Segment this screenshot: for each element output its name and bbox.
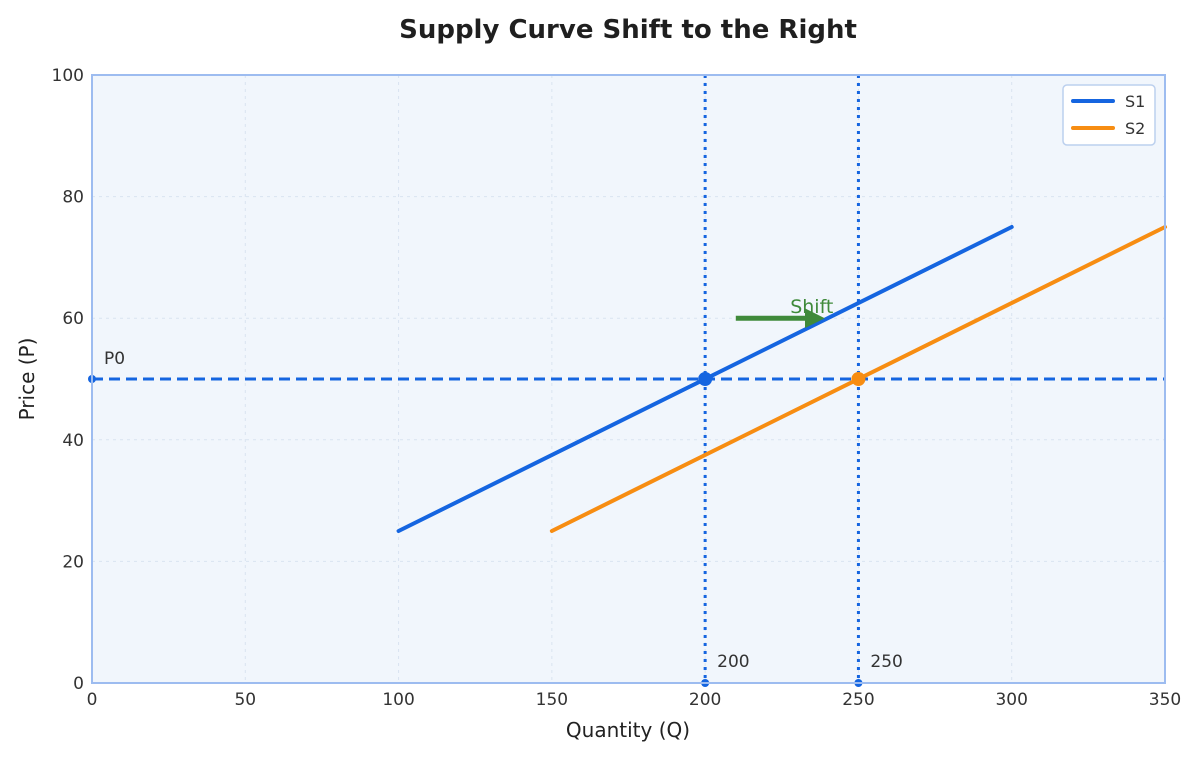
x-axis-ticks: 0 50 100 150 200 250 300 350: [87, 690, 1182, 710]
y-axis-ticks: 0 20 40 60 80 100: [52, 66, 84, 694]
price-reference-label: P0: [104, 349, 125, 369]
x-tick-label: 350: [1149, 690, 1181, 710]
y-tick-label: 60: [62, 309, 84, 329]
x-tick-label: 250: [842, 690, 874, 710]
legend-label-s1: S1: [1125, 92, 1145, 111]
equilibrium-points: [698, 372, 866, 386]
y-axis-label: Price (P): [15, 338, 39, 421]
x-tick-label: 300: [995, 690, 1027, 710]
x-tick-label: 100: [382, 690, 414, 710]
quantity-reference-label: 200: [717, 652, 749, 672]
x-tick-label: 50: [234, 690, 256, 710]
y-tick-label: 100: [52, 66, 84, 86]
y-tick-label: 0: [73, 674, 84, 694]
x-tick-label: 200: [689, 690, 721, 710]
equilibrium-point: [851, 372, 866, 386]
x-axis-label: Quantity (Q): [566, 718, 690, 742]
y-tick-label: 20: [62, 552, 84, 572]
shift-arrow-group: Shift: [735, 296, 833, 329]
plot-frame: [91, 74, 1166, 684]
equilibrium-point: [698, 372, 713, 386]
y-tick-label: 80: [62, 188, 84, 208]
x-tick-label: 0: [87, 690, 98, 710]
shift-label: Shift: [790, 296, 833, 318]
quantity-reference-label: 250: [870, 652, 902, 672]
y-tick-label: 40: [62, 431, 84, 451]
legend-label-s2: S2: [1125, 119, 1145, 138]
x-tick-label: 150: [536, 690, 568, 710]
chart-title: Supply Curve Shift to the Right: [399, 15, 857, 45]
